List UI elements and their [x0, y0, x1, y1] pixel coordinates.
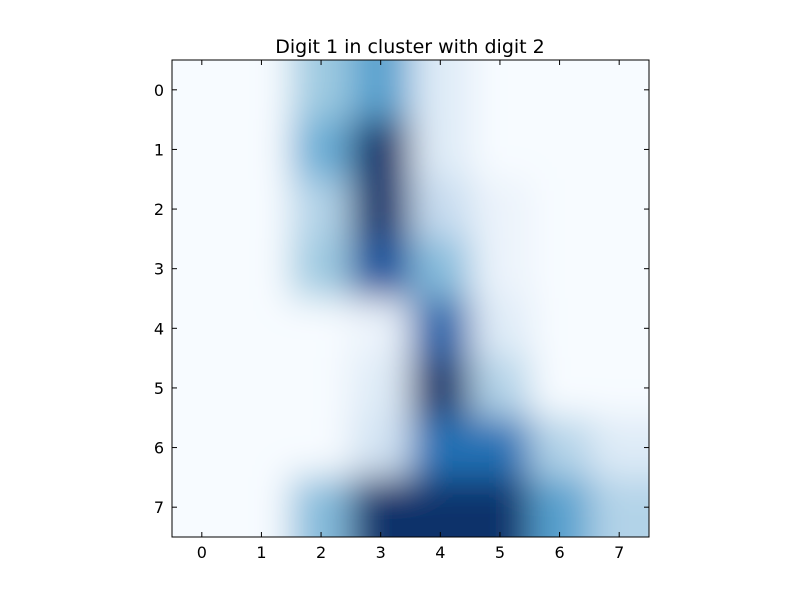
heatmap-cell: [291, 358, 352, 419]
heatmap-cell: [410, 60, 471, 121]
heatmap-cell: [470, 119, 531, 180]
heatmap-cell: [470, 358, 531, 419]
heatmap-cell: [529, 60, 590, 121]
heatmap-cell: [470, 238, 531, 299]
heatmap-cell: [291, 119, 352, 180]
heatmap-cell: [410, 298, 471, 359]
heatmap-cell: [470, 179, 531, 240]
y-tick-label: 3: [154, 260, 164, 279]
heatmap-cell: [470, 417, 531, 478]
heatmap-cell: [350, 238, 411, 299]
heatmap-cell: [470, 477, 531, 537]
heatmap-cell: [529, 238, 590, 299]
heatmap-cell: [589, 358, 649, 419]
heatmap-cell: [172, 60, 233, 121]
heatmap-cell: [410, 358, 471, 419]
heatmap-cell: [410, 477, 471, 537]
y-axis: 0 1 2 3 4 5 6 7: [154, 81, 649, 517]
heatmap-cell: [529, 179, 590, 240]
heatmap-cells: [172, 60, 649, 537]
y-tick-label: 7: [154, 498, 164, 517]
x-tick-label: 4: [435, 543, 445, 562]
heatmap-cell: [231, 119, 292, 180]
heatmap-cell: [291, 238, 352, 299]
x-tick-label: 2: [316, 543, 326, 562]
heatmap-cell: [172, 298, 233, 359]
x-tick-label: 6: [554, 543, 564, 562]
heatmap-cell: [350, 179, 411, 240]
heatmap-cell: [589, 60, 649, 121]
heatmap-cell: [172, 179, 233, 240]
heatmap-cell: [410, 119, 471, 180]
heatmap-cell: [529, 119, 590, 180]
heatmap-cell: [231, 417, 292, 478]
heatmap-cell: [529, 298, 590, 359]
heatmap-cell: [231, 60, 292, 121]
heatmap-cell: [231, 298, 292, 359]
heatmap-cell: [172, 417, 233, 478]
heatmap-cell: [589, 298, 649, 359]
heatmap-cell: [291, 417, 352, 478]
heatmap-cell: [231, 477, 292, 537]
heatmap-cell: [231, 238, 292, 299]
heatmap-cell: [350, 119, 411, 180]
x-tick-label: 1: [256, 543, 266, 562]
heatmap-cell: [350, 417, 411, 478]
heatmap-cell: [529, 358, 590, 419]
heatmap-cell: [529, 477, 590, 537]
x-tick-label: 5: [495, 543, 505, 562]
heatmap-cell: [410, 179, 471, 240]
heatmap-cell: [589, 238, 649, 299]
heatmap-cell: [172, 119, 233, 180]
y-tick-label: 1: [154, 140, 164, 159]
heatmap-cell: [410, 417, 471, 478]
x-tick-label: 0: [197, 543, 207, 562]
heatmap-cell: [172, 238, 233, 299]
heatmap-cell: [470, 298, 531, 359]
heatmap-cell: [350, 358, 411, 419]
y-tick-label: 0: [154, 81, 164, 100]
heatmap-cell: [470, 60, 531, 121]
heatmap-cell: [410, 238, 471, 299]
heatmap-cell: [291, 179, 352, 240]
y-tick-label: 2: [154, 200, 164, 219]
heatmap-cell: [589, 179, 649, 240]
heatmap-cell: [172, 477, 233, 537]
heatmap-cell: [589, 119, 649, 180]
plot-area: [172, 60, 649, 537]
x-axis: 0 1 2 3 4 5 6 7: [197, 60, 624, 562]
y-tick-label: 6: [154, 439, 164, 458]
heatmap-cell: [172, 358, 233, 419]
x-tick-label: 3: [376, 543, 386, 562]
heatmap-cell: [231, 179, 292, 240]
x-tick-label: 7: [614, 543, 624, 562]
heatmap-cell: [291, 60, 352, 121]
plot-frame: [171, 59, 650, 538]
heatmap-cell: [350, 60, 411, 121]
heatmap-cell: [291, 477, 352, 537]
chart-title: Digit 1 in cluster with digit 2: [275, 36, 545, 58]
heatmap-cell: [291, 298, 352, 359]
y-tick-label: 5: [154, 379, 164, 398]
y-tick-label: 4: [154, 319, 164, 338]
heatmap-cell: [350, 298, 411, 359]
heatmap-cell: [529, 417, 590, 478]
heatmap-cell: [350, 477, 411, 537]
heatmap-cell: [589, 417, 649, 478]
heatmap-cell: [589, 477, 649, 537]
heatmap-cell: [231, 358, 292, 419]
